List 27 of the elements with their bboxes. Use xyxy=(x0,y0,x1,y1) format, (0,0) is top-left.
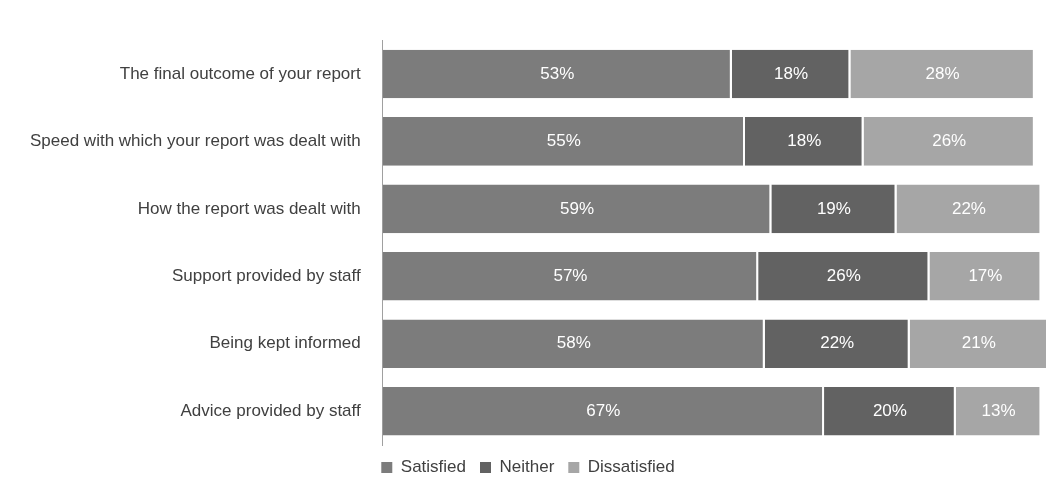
data-label: 20% xyxy=(872,400,907,420)
data-label: 17% xyxy=(968,266,1003,286)
y-tick-label: Being kept informed xyxy=(209,333,361,353)
data-label: 19% xyxy=(816,198,851,218)
data-label: 67% xyxy=(586,400,621,420)
data-label: 26% xyxy=(932,131,967,151)
data-label: 18% xyxy=(774,63,809,83)
y-tick-label: The final outcome of your report xyxy=(119,63,361,83)
legend-label: Neither xyxy=(499,457,555,477)
y-tick-label: Speed with which your report was dealt with xyxy=(29,131,361,151)
data-label: 22% xyxy=(820,333,855,353)
legend-label: Dissatisfied xyxy=(587,457,675,477)
data-label: 26% xyxy=(826,266,861,286)
data-label: 21% xyxy=(961,333,996,353)
data-label: 59% xyxy=(560,198,595,218)
data-label: 53% xyxy=(540,63,575,83)
legend-label: Satisfied xyxy=(400,457,466,477)
data-label: 18% xyxy=(787,131,822,151)
data-label: 58% xyxy=(556,333,591,353)
y-tick-label: How the report was dealt with xyxy=(137,198,361,218)
data-label: 13% xyxy=(981,400,1016,420)
data-label: 55% xyxy=(546,131,581,151)
data-label: 28% xyxy=(925,63,960,83)
data-label: 57% xyxy=(553,266,588,286)
y-tick-label: Advice provided by staff xyxy=(180,400,361,420)
y-tick-label: Support provided by staff xyxy=(172,266,361,286)
data-label: 22% xyxy=(951,198,986,218)
